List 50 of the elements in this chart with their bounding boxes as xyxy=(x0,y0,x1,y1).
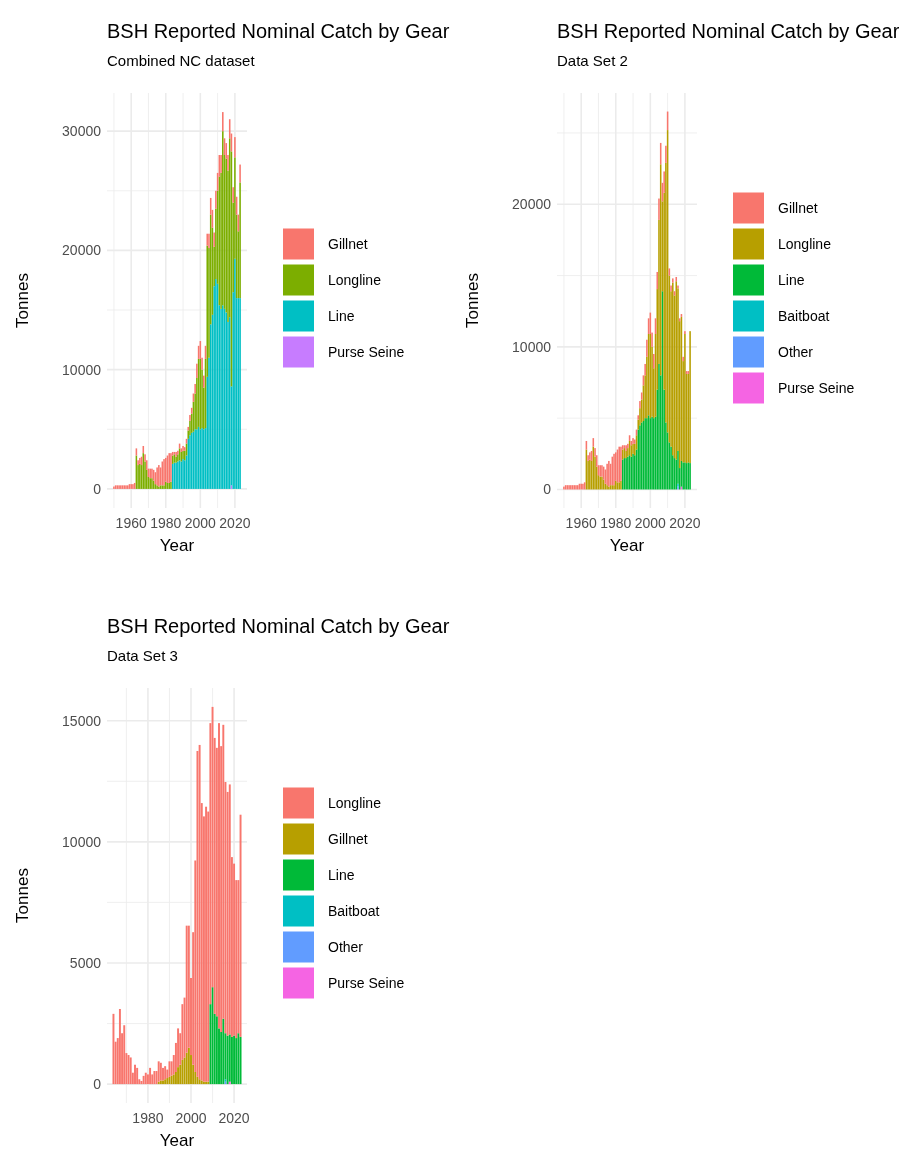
legend-label: Line xyxy=(328,308,355,324)
legend-label: Other xyxy=(328,939,364,955)
x-axis-title: Year xyxy=(159,536,195,555)
chart-title: BSH Reported Nominal Catch by Gear xyxy=(557,20,900,42)
x-tick-label: 1980 xyxy=(600,515,632,531)
chart-subtitle: Data Set 3 xyxy=(107,647,178,664)
chart-subtitle: Data Set 2 xyxy=(557,52,628,69)
y-axis-title: Tonnes xyxy=(13,868,32,923)
legend-label: Purse Seine xyxy=(778,380,855,396)
x-tick-label: 2000 xyxy=(634,515,667,531)
x-tick-label: 1980 xyxy=(132,1110,164,1126)
legend-label: Other xyxy=(778,344,814,360)
y-tick-label: 0 xyxy=(543,481,552,498)
legend-label: Gillnet xyxy=(778,200,818,216)
y-tick-label: 20000 xyxy=(512,196,552,213)
y-tick-label: 30000 xyxy=(62,123,102,140)
x-tick-label: 2020 xyxy=(669,515,701,531)
legend-label: Line xyxy=(778,272,805,288)
legend-label: Purse Seine xyxy=(328,344,405,360)
y-tick-label: 0 xyxy=(93,1076,102,1093)
x-tick-label: 1980 xyxy=(150,515,182,531)
x-tick-label: 1960 xyxy=(115,515,147,531)
chart-title: BSH Reported Nominal Catch by Gear xyxy=(107,20,450,42)
y-axis-title: Tonnes xyxy=(463,273,482,328)
y-tick-label: 15000 xyxy=(62,712,102,729)
legend-label: Gillnet xyxy=(328,236,368,252)
y-tick-label: 10000 xyxy=(62,833,102,850)
y-tick-label: 0 xyxy=(93,480,102,497)
y-axis-title: Tonnes xyxy=(13,273,32,328)
x-tick-label: 1960 xyxy=(565,515,597,531)
y-tick-label: 10000 xyxy=(512,338,552,355)
chart-subtitle: Combined NC dataset xyxy=(107,52,256,69)
x-axis-title: Year xyxy=(609,536,645,555)
y-tick-label: 5000 xyxy=(69,954,102,971)
legend-label: Baitboat xyxy=(778,308,830,324)
y-tick-label: 10000 xyxy=(62,361,102,378)
legend-label: Longline xyxy=(328,795,382,811)
legend-label: Purse Seine xyxy=(328,975,405,991)
legend-label: Longline xyxy=(778,236,832,252)
legend-label: Baitboat xyxy=(328,903,380,919)
y-tick-label: 20000 xyxy=(62,242,102,259)
x-tick-label: 2020 xyxy=(218,1110,250,1126)
x-tick-label: 2000 xyxy=(184,515,217,531)
x-axis-title: Year xyxy=(159,1131,195,1150)
legend-label: Line xyxy=(328,867,355,883)
chart-title: BSH Reported Nominal Catch by Gear xyxy=(107,615,450,637)
legend-label: Gillnet xyxy=(328,831,368,847)
x-tick-label: 2020 xyxy=(219,515,251,531)
x-tick-label: 2000 xyxy=(175,1110,207,1126)
legend-label: Longline xyxy=(328,272,382,288)
